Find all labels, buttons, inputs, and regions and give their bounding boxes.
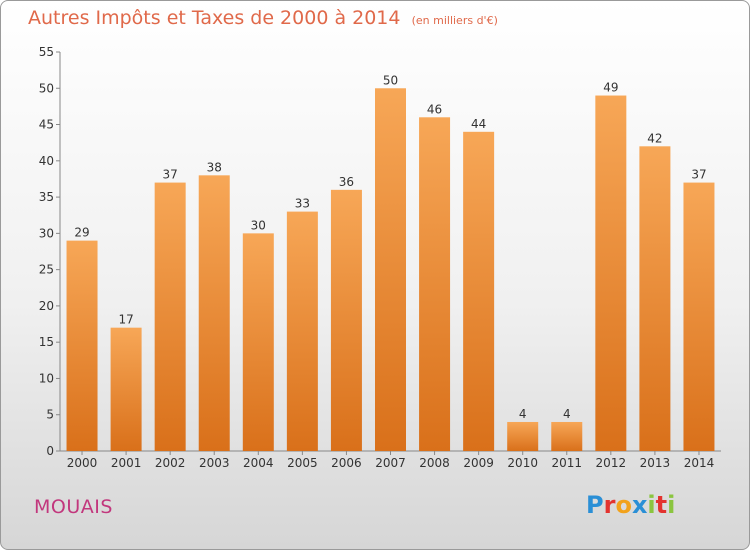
x-tick-label-2012: 2012	[596, 456, 627, 470]
y-tick-label: 25	[39, 263, 54, 277]
logo-letter: i	[647, 491, 656, 519]
x-tick-label-2013: 2013	[640, 456, 671, 470]
data-label-2007: 50	[383, 73, 398, 87]
bar-2012	[595, 95, 627, 451]
bar-2014	[683, 182, 715, 451]
bar-2000	[66, 240, 98, 451]
x-tick-label-2006: 2006	[331, 456, 362, 470]
x-tick-label-2002: 2002	[155, 456, 186, 470]
data-label-2002: 37	[163, 168, 178, 182]
y-tick-label: 45	[39, 118, 54, 132]
x-tick-label-2008: 2008	[419, 456, 450, 470]
data-label-2009: 44	[471, 117, 486, 131]
data-label-2000: 29	[74, 226, 89, 240]
y-tick-label: 5	[46, 408, 54, 422]
x-tick-label-2001: 2001	[111, 456, 142, 470]
bar-2010	[507, 421, 539, 451]
data-label-2006: 36	[339, 175, 354, 189]
logo-letter: o	[615, 491, 632, 519]
bar-2005	[286, 211, 318, 451]
bar-2002	[154, 182, 186, 451]
x-tick-label-2011: 2011	[551, 456, 582, 470]
data-label-2001: 17	[118, 313, 133, 327]
bar-2001	[110, 327, 142, 451]
data-label-2005: 33	[295, 197, 310, 211]
data-label-2012: 49	[603, 81, 618, 95]
y-tick-label: 15	[39, 335, 54, 349]
data-label-2011: 4	[563, 407, 571, 421]
logo-letter: x	[631, 491, 648, 519]
logo-letter: i	[667, 491, 676, 519]
y-tick-label: 30	[39, 226, 54, 240]
x-tick-label-2003: 2003	[199, 456, 230, 470]
y-tick-label: 55	[39, 45, 54, 59]
data-label-2004: 30	[251, 218, 266, 232]
bar-2004	[242, 233, 274, 451]
y-tick-label: 0	[46, 444, 54, 458]
data-label-2013: 42	[647, 131, 662, 145]
bar-2011	[551, 421, 583, 451]
y-tick-label: 20	[39, 299, 54, 313]
logo-letter: P	[586, 491, 604, 519]
y-tick-label: 50	[39, 81, 54, 95]
title-row: Autres Impôts et Taxes de 2000 à 2014 (e…	[28, 7, 498, 29]
x-tick-label-2009: 2009	[463, 456, 494, 470]
bar-2009	[463, 131, 495, 452]
data-label-2003: 38	[207, 160, 222, 174]
data-label-2014: 37	[691, 168, 706, 182]
x-tick-label-2007: 2007	[375, 456, 406, 470]
x-tick-label-2000: 2000	[67, 456, 98, 470]
data-label-2010: 4	[519, 407, 527, 421]
proxiti-logo: Proxiti	[586, 491, 675, 519]
y-tick-label: 40	[39, 154, 54, 168]
x-tick-label-2010: 2010	[507, 456, 538, 470]
y-tick-label: 35	[39, 190, 54, 204]
bar-2006	[330, 189, 362, 451]
bar-2003	[198, 175, 230, 451]
y-tick-label: 10	[39, 371, 54, 385]
commune-name: MOUAIS	[34, 496, 113, 518]
x-tick-label-2005: 2005	[287, 456, 318, 470]
data-label-2008: 46	[427, 102, 442, 116]
x-tick-label-2004: 2004	[243, 456, 274, 470]
x-tick-label-2014: 2014	[684, 456, 715, 470]
chart-unit: (en milliers d'€)	[411, 14, 498, 27]
bar-2008	[419, 117, 451, 452]
logo-letter: r	[603, 491, 616, 519]
logo-letter: t	[655, 491, 668, 519]
bar-2007	[375, 88, 406, 451]
bar-2013	[639, 146, 671, 452]
chart-title: Autres Impôts et Taxes de 2000 à 2014	[28, 7, 401, 29]
